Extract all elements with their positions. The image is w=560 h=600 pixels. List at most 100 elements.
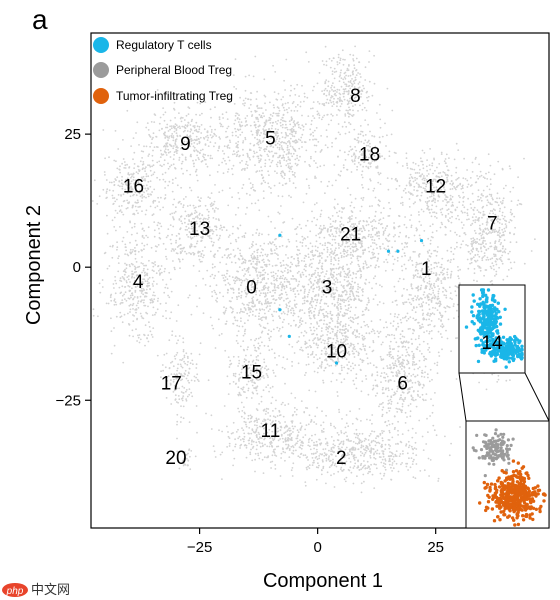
cell-point	[488, 188, 491, 191]
cell-point	[178, 125, 181, 128]
cell-point	[264, 312, 266, 315]
cell-point	[346, 274, 349, 277]
cell-point	[340, 99, 342, 102]
cell-point	[309, 165, 311, 168]
cell-point	[534, 238, 536, 241]
cell-point	[517, 176, 519, 179]
cell-point	[251, 186, 254, 189]
cell-point	[497, 250, 500, 253]
cell-point	[339, 305, 342, 308]
cell-point	[121, 285, 124, 288]
cell-point	[309, 263, 311, 266]
cell-point	[322, 428, 325, 430]
cell-point	[432, 306, 434, 309]
cell-point	[290, 119, 293, 122]
cell-point	[272, 154, 275, 157]
cell-point	[243, 258, 246, 261]
cell-point	[428, 351, 431, 353]
cell-point	[330, 464, 333, 467]
cell-point	[336, 395, 339, 397]
cell-point	[501, 247, 504, 250]
cell-point	[281, 184, 284, 187]
cell-point	[260, 183, 263, 185]
cell-point	[114, 276, 116, 278]
cell-point	[381, 439, 384, 442]
cell-point	[477, 195, 480, 198]
cell-point	[119, 277, 122, 280]
cell-point	[305, 331, 308, 334]
cell-point	[369, 455, 371, 457]
cell-point	[306, 96, 309, 99]
cell-point	[407, 429, 410, 432]
cell-point	[417, 390, 419, 393]
cell-point	[180, 186, 183, 189]
cell-point	[381, 358, 384, 361]
cell-point	[330, 113, 333, 116]
cell-point	[437, 285, 439, 287]
cell-point	[276, 123, 278, 125]
cell-point	[347, 69, 350, 72]
cell-point	[323, 452, 326, 454]
cell-point	[345, 74, 347, 77]
cell-point	[491, 197, 494, 200]
cell-point	[370, 449, 372, 452]
cell-point	[303, 292, 306, 294]
cell-point	[381, 408, 384, 411]
cell-point	[301, 114, 303, 117]
cell-point	[331, 282, 334, 285]
cell-point	[341, 469, 343, 472]
cell-point	[373, 332, 376, 335]
cell-point	[331, 89, 333, 91]
cell-point	[397, 434, 399, 436]
cell-point	[308, 138, 311, 141]
cell-point	[411, 309, 414, 311]
cell-point	[341, 49, 344, 52]
cell-point	[326, 444, 329, 447]
cell-point	[311, 249, 314, 252]
cell-point	[233, 316, 236, 319]
cell-point	[143, 264, 146, 267]
cell-point	[429, 368, 432, 371]
cell-point	[435, 302, 438, 304]
cell-point	[344, 336, 347, 338]
cell-point	[281, 195, 284, 198]
cell-point	[353, 329, 356, 331]
cell-point	[147, 236, 149, 239]
cell-point	[287, 308, 290, 310]
cell-point	[269, 122, 272, 124]
cell-point	[113, 344, 116, 347]
cell-point	[103, 252, 106, 255]
cell-point	[272, 274, 275, 277]
cell-point	[147, 305, 149, 308]
cell-point	[155, 272, 158, 275]
cell-point	[360, 275, 363, 278]
cell-point	[482, 242, 484, 245]
cell-point	[405, 444, 407, 447]
cell-point	[288, 177, 291, 180]
cell-point	[517, 199, 520, 202]
cell-point	[283, 287, 286, 290]
cell-point	[213, 145, 215, 148]
cell-point	[443, 294, 446, 296]
cell-point	[493, 248, 496, 251]
cell-point	[382, 453, 385, 455]
cell-point	[318, 457, 321, 460]
cell-point	[175, 320, 178, 322]
cell-point	[159, 149, 162, 152]
cell-point	[406, 416, 408, 418]
cell-point	[320, 265, 323, 268]
cell-point	[266, 298, 269, 300]
cell-point	[507, 252, 510, 255]
cell-point	[480, 237, 483, 240]
cell-point	[357, 448, 360, 450]
cell-point	[412, 250, 415, 253]
cell-point	[145, 264, 147, 267]
cell-point	[355, 387, 358, 390]
cell-point	[373, 54, 375, 57]
cell-point	[355, 373, 358, 376]
cell-point	[145, 288, 148, 291]
cell-point	[255, 131, 258, 134]
cell-point	[264, 102, 266, 105]
cell-point	[336, 105, 338, 108]
cell-point	[431, 411, 434, 414]
